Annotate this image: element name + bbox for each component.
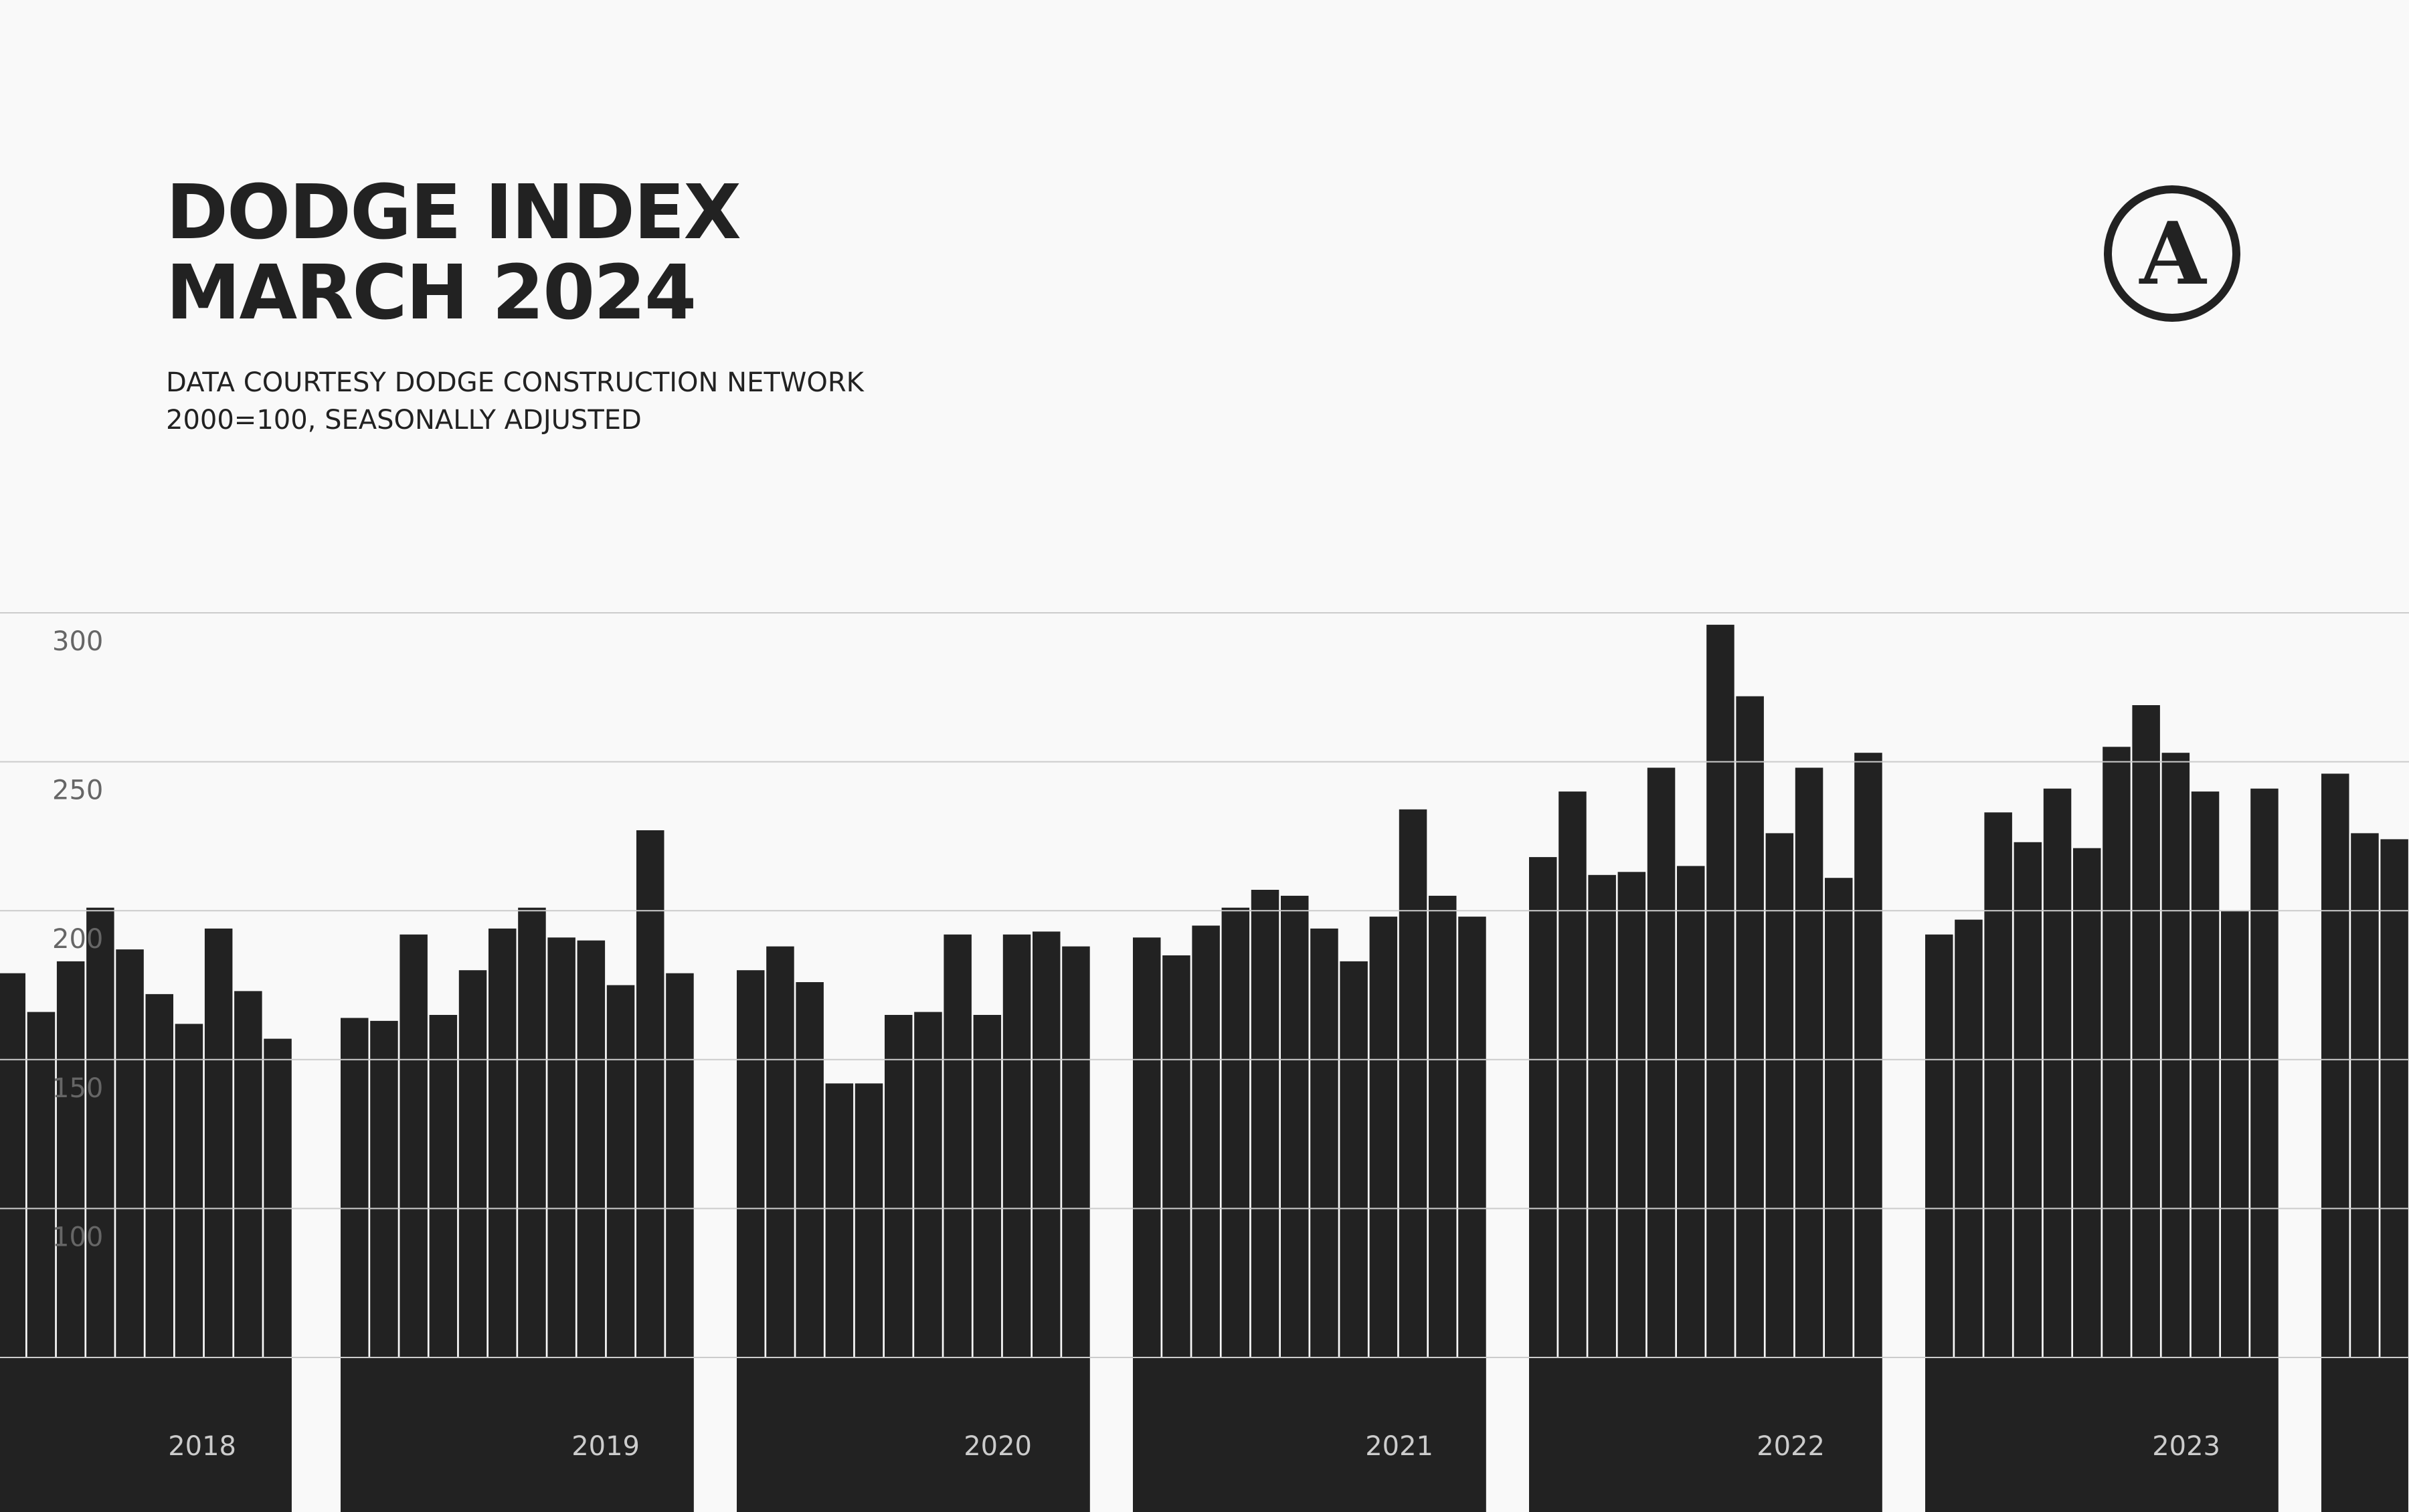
year-label: 2021	[1365, 1431, 1433, 1462]
year-label: 2020	[964, 1431, 1032, 1462]
gridlines	[0, 612, 2409, 1358]
bars-group	[0, 624, 2408, 1512]
y-tick-label: 300	[52, 626, 103, 657]
y-tick-label: 150	[52, 1073, 103, 1104]
year-band	[1133, 1357, 1486, 1512]
chart-title-line-1: DODGE INDEX	[166, 169, 741, 256]
year-band	[2321, 1357, 2408, 1512]
letter-a-circle-logo-icon: A	[2104, 185, 2240, 322]
year-band	[0, 1357, 292, 1512]
year-label: 2023	[2152, 1431, 2220, 1462]
chart-title-line-2: MARCH 2024	[166, 250, 697, 337]
chart-subtitle-line-1: DATA COURTESY DODGE CONSTRUCTION NETWORK	[166, 367, 864, 398]
y-tick-label: 100	[52, 1222, 103, 1252]
y-tick-label: 250	[52, 775, 103, 806]
year-label: 2018	[168, 1431, 236, 1462]
year-label: 2019	[571, 1431, 640, 1462]
year-label: 2022	[1757, 1431, 1825, 1462]
y-tick-label: 200	[52, 924, 103, 955]
year-band	[1529, 1357, 1882, 1512]
year-band	[737, 1357, 1090, 1512]
title-block: DODGE INDEX MARCH 2024 DATA COURTESY DOD…	[166, 173, 864, 439]
chart-subtitle-line-2: 2000=100, SEASONALLY ADJUSTED	[166, 405, 642, 436]
subtitle-block: DATA COURTESY DODGE CONSTRUCTION NETWORK…	[166, 364, 864, 439]
year-band	[341, 1357, 694, 1512]
year-band	[1925, 1357, 2279, 1512]
y-axis-tick-labels: 100 150 200 250 300	[52, 626, 103, 1252]
logo-letter: A	[2139, 204, 2207, 304]
year-labels: 2018 2019 2020 2021 2022 2023	[168, 1431, 2220, 1462]
